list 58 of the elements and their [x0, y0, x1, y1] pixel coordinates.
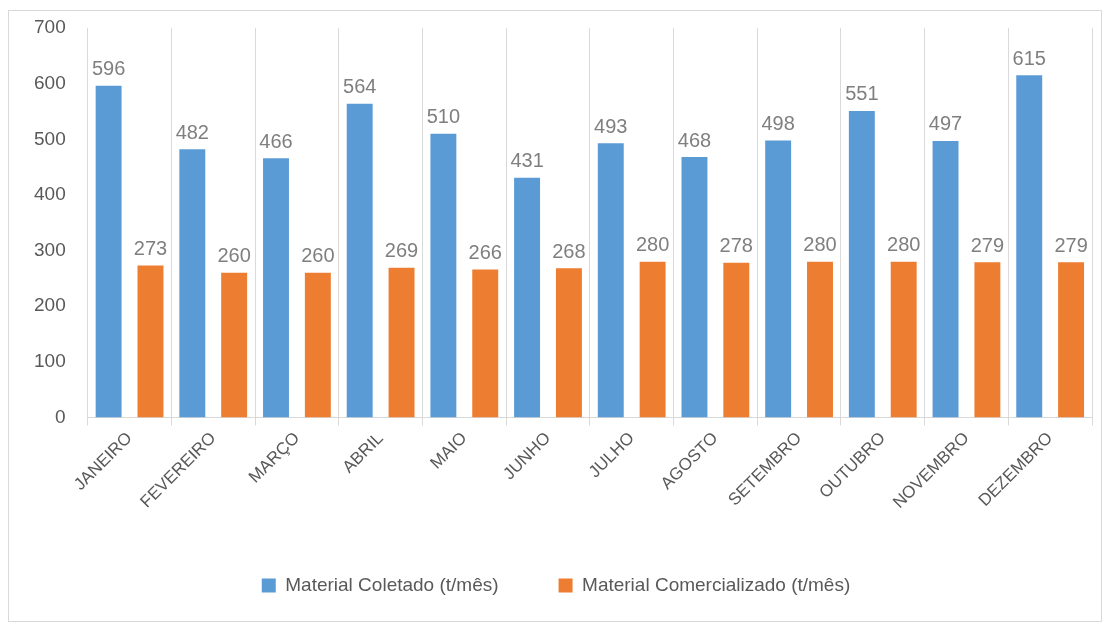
- bar: [639, 261, 666, 418]
- y-tick-label: 700: [34, 16, 66, 38]
- data-label: 498: [761, 111, 795, 134]
- data-label: 266: [468, 240, 502, 263]
- data-label: 497: [928, 112, 963, 135]
- bar: [514, 177, 541, 418]
- data-label: 269: [384, 239, 419, 262]
- bar: [472, 269, 499, 418]
- bar: [95, 85, 122, 418]
- data-label: 431: [510, 149, 544, 172]
- bar: [974, 262, 1001, 418]
- data-label: 260: [217, 244, 251, 267]
- bar: [932, 140, 959, 418]
- bar: [1058, 262, 1085, 418]
- bar: [1016, 75, 1043, 418]
- data-label: 280: [887, 233, 921, 256]
- data-label: 596: [91, 57, 126, 80]
- data-label: 268: [552, 239, 586, 262]
- bar: [765, 140, 792, 418]
- data-label: 260: [301, 244, 335, 267]
- bar: [388, 267, 415, 418]
- y-tick-label: 300: [34, 238, 66, 260]
- bar: [555, 268, 582, 418]
- bar: [807, 261, 833, 418]
- data-label: 273: [133, 237, 168, 260]
- data-label: 564: [343, 75, 377, 98]
- bar: [890, 261, 917, 418]
- data-label: 278: [719, 234, 753, 257]
- y-tick-label: 200: [34, 294, 66, 316]
- bar: [681, 157, 708, 418]
- y-tick-label: 400: [34, 183, 66, 205]
- data-label: 615: [1012, 46, 1046, 69]
- data-label: 482: [175, 120, 209, 143]
- bar: [304, 272, 331, 418]
- bar: [137, 265, 164, 418]
- data-label: 280: [635, 233, 670, 256]
- y-tick-label: 500: [34, 127, 66, 149]
- bar: [597, 143, 624, 418]
- data-label: 279: [970, 233, 1005, 256]
- legend-label: Material Coletado (t/mês): [285, 573, 499, 595]
- bar: [723, 262, 750, 418]
- data-label: 280: [803, 233, 837, 256]
- data-label: 493: [594, 114, 628, 137]
- y-tick-label: 100: [34, 350, 66, 372]
- y-tick-label: 0: [55, 405, 66, 427]
- bar: [263, 158, 289, 418]
- data-label: 551: [845, 82, 879, 105]
- bar: [346, 103, 373, 418]
- y-tick-label: 600: [34, 71, 66, 93]
- data-label: 466: [259, 129, 293, 152]
- data-label: 279: [1054, 233, 1088, 256]
- bar: [430, 133, 457, 418]
- legend-label: Material Comercializado (t/mês): [582, 573, 851, 595]
- bar: [179, 149, 206, 418]
- data-label: 468: [677, 128, 712, 151]
- data-label: 510: [426, 105, 461, 128]
- bar: [848, 110, 875, 418]
- bar: [221, 272, 248, 418]
